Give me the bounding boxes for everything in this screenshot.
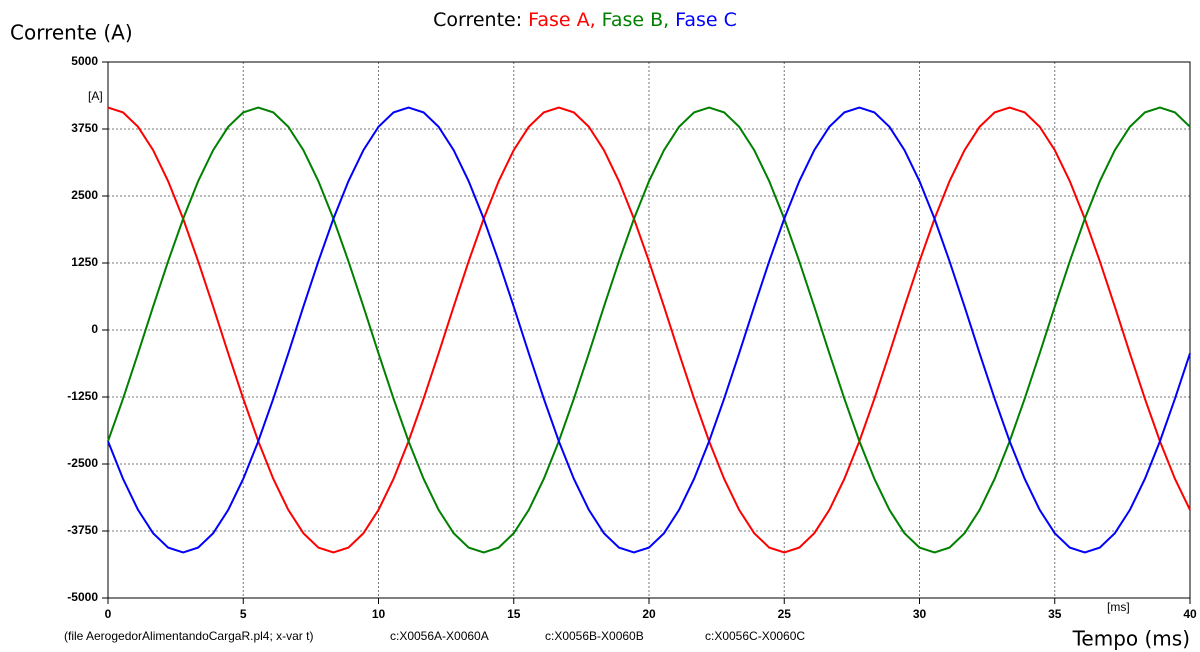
x-tick-label: 20 bbox=[642, 607, 656, 621]
y-tick-label: 0 bbox=[91, 322, 98, 336]
x-tick-label: 35 bbox=[1048, 607, 1062, 621]
y-tick-label: -5000 bbox=[67, 590, 98, 604]
x-tick-label: 40 bbox=[1183, 607, 1197, 621]
title-part: Corrente: bbox=[433, 9, 522, 31]
title-part: Fase C bbox=[675, 9, 737, 31]
y-tick-label: 3750 bbox=[71, 121, 98, 135]
x-tick-label: 0 bbox=[105, 607, 112, 621]
title-part: Fase A, bbox=[528, 9, 596, 31]
x-tick-label: 30 bbox=[913, 607, 927, 621]
plot-frame bbox=[107, 61, 1191, 599]
series-line bbox=[107, 106, 1191, 554]
y-tick-label: -1250 bbox=[67, 389, 98, 403]
series-line bbox=[107, 106, 1191, 554]
note: (file AerogedorAlimentandoCargaR.pl4; x-… bbox=[64, 629, 313, 643]
x-tick-label: 25 bbox=[778, 607, 792, 621]
x-tick-label: 5 bbox=[240, 607, 247, 621]
legend-label: c:X0056C-X0060C bbox=[705, 629, 805, 643]
chart-title: Corrente: Fase A, Fase B, Fase C bbox=[433, 9, 737, 31]
x-unit: [ms] bbox=[1107, 600, 1130, 614]
y-tick-label: 1250 bbox=[71, 255, 98, 269]
x-tick-label: 15 bbox=[507, 607, 521, 621]
x-axis-label: Tempo (ms) bbox=[1072, 627, 1190, 651]
y-tick-label: 5000 bbox=[71, 54, 98, 68]
y-tick-label: -2500 bbox=[67, 456, 98, 470]
legend-label: c:X0056A-X0060A bbox=[390, 629, 489, 643]
y-axis-label: Corrente (A) bbox=[10, 21, 133, 45]
y-unit: [A] bbox=[88, 89, 103, 103]
y-tick-label: 2500 bbox=[71, 188, 98, 202]
x-tick-label: 10 bbox=[372, 607, 386, 621]
legend-label: c:X0056B-X0060B bbox=[545, 629, 644, 643]
y-tick-label: -3750 bbox=[67, 523, 98, 537]
title-part: Fase B, bbox=[602, 9, 670, 31]
